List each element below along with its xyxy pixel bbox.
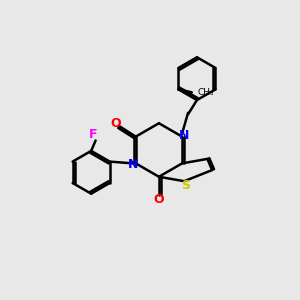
Text: S: S <box>181 179 190 192</box>
Text: O: O <box>110 117 121 130</box>
Text: O: O <box>154 193 164 206</box>
Text: N: N <box>128 158 138 171</box>
Text: CH₃: CH₃ <box>197 88 214 97</box>
Text: F: F <box>88 128 97 141</box>
Text: N: N <box>178 129 189 142</box>
